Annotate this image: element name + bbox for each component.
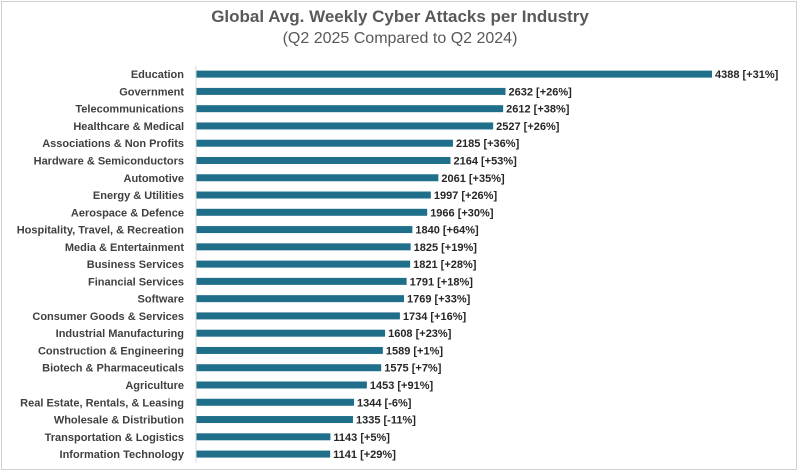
bar: [196, 226, 413, 234]
data-label: 2632 [+26%]: [509, 86, 573, 98]
data-label: 2612 [+38%]: [506, 104, 570, 116]
category-label: Automotive: [124, 173, 185, 185]
category-label: Consumer Goods & Services: [32, 311, 184, 323]
bar: [196, 450, 331, 458]
data-label: 1589 [+1%]: [386, 345, 444, 357]
bar: [196, 260, 411, 268]
bar: [196, 346, 383, 354]
bar: [196, 416, 353, 424]
category-label: Biotech & Pharmaceuticals: [42, 363, 184, 375]
bar: [196, 122, 494, 130]
chart-title: Global Avg. Weekly Cyber Attacks per Ind…: [211, 7, 589, 26]
bar: [196, 329, 386, 337]
bar: [196, 174, 439, 182]
data-label: 1608 [+23%]: [388, 328, 452, 340]
bar: [196, 87, 506, 95]
data-label: 1335 [-11%]: [356, 415, 416, 427]
category-label: Government: [119, 86, 184, 98]
data-label: 1966 [+30%]: [430, 207, 494, 219]
bar: [196, 139, 453, 147]
bar: [196, 381, 367, 389]
category-label: Associations & Non Profits: [42, 138, 184, 150]
bar: [196, 70, 712, 78]
data-label: 2527 [+26%]: [496, 121, 560, 133]
data-label: 2061 [+35%]: [441, 173, 505, 185]
data-label: 1769 [+33%]: [407, 294, 471, 306]
data-label: 1997 [+26%]: [434, 190, 498, 202]
bar: [196, 433, 331, 441]
data-label: 1825 [+19%]: [414, 242, 478, 254]
data-label: 1575 [+7%]: [384, 363, 442, 375]
category-label: Industrial Manufacturing: [56, 328, 184, 340]
bar: [196, 295, 405, 303]
category-label: Information Technology: [60, 449, 185, 461]
data-label: 2185 [+36%]: [456, 138, 520, 150]
category-label: Telecommunications: [75, 104, 184, 116]
category-label: Media & Entertainment: [65, 242, 185, 254]
data-label: 1143 [+5%]: [333, 432, 390, 444]
category-label: Education: [131, 69, 184, 81]
data-label: 2164 [+53%]: [453, 155, 517, 167]
category-label: Healthcare & Medical: [73, 121, 184, 133]
category-label: Wholesale & Distribution: [54, 415, 184, 427]
category-label: Hospitality, Travel, & Recreation: [17, 225, 185, 237]
data-label: 1141 [+29%]: [333, 449, 396, 461]
bar: [196, 208, 428, 216]
category-label: Transportation & Logistics: [45, 432, 184, 444]
bar: [196, 191, 431, 199]
category-label: Software: [138, 294, 184, 306]
bar: [196, 398, 355, 406]
category-label: Construction & Engineering: [38, 345, 184, 357]
bar: [196, 156, 451, 164]
category-label: Real Estate, Rentals, & Leasing: [20, 397, 184, 409]
category-label: Business Services: [87, 259, 184, 271]
data-label: 1734 [+16%]: [403, 311, 467, 323]
category-label: Hardware & Semiconductors: [34, 155, 184, 167]
category-label: Financial Services: [88, 276, 184, 288]
data-label: 1453 [+91%]: [370, 380, 434, 392]
bar: [196, 105, 504, 113]
data-label: 4388 [+31%]: [715, 69, 779, 81]
bar: [196, 243, 411, 251]
data-label: 1821 [+28%]: [413, 259, 477, 271]
data-label: 1344 [-6%]: [357, 397, 412, 409]
category-label: Aerospace & Defence: [71, 207, 184, 219]
category-label: Energy & Utilities: [93, 190, 184, 202]
data-label: 1791 [+18%]: [410, 276, 474, 288]
bar: [196, 364, 382, 372]
bar: [196, 277, 407, 285]
chart-subtitle: (Q2 2025 Compared to Q2 2024): [282, 30, 518, 47]
category-label: Agriculture: [125, 380, 184, 392]
bar: [196, 312, 400, 320]
data-label: 1840 [+64%]: [415, 225, 479, 237]
